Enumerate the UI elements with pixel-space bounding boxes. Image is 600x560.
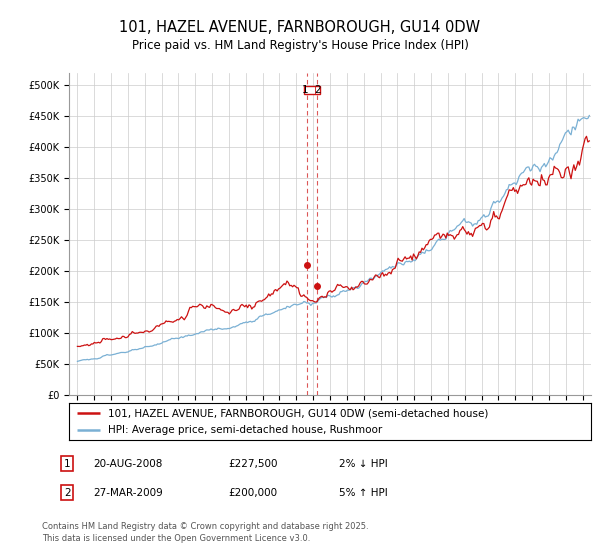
- Text: 5% ↑ HPI: 5% ↑ HPI: [339, 488, 388, 498]
- Text: 20-AUG-2008: 20-AUG-2008: [93, 459, 163, 469]
- Text: £227,500: £227,500: [228, 459, 277, 469]
- Text: 2: 2: [64, 488, 71, 498]
- Text: 101, HAZEL AVENUE, FARNBOROUGH, GU14 0DW (semi-detached house): 101, HAZEL AVENUE, FARNBOROUGH, GU14 0DW…: [108, 408, 488, 418]
- Text: 27-MAR-2009: 27-MAR-2009: [93, 488, 163, 498]
- Text: HPI: Average price, semi-detached house, Rushmoor: HPI: Average price, semi-detached house,…: [108, 425, 382, 435]
- Text: 1: 1: [64, 459, 71, 469]
- Text: £200,000: £200,000: [228, 488, 277, 498]
- Text: 2: 2: [315, 85, 322, 95]
- Text: 2% ↓ HPI: 2% ↓ HPI: [339, 459, 388, 469]
- FancyBboxPatch shape: [304, 86, 320, 94]
- Text: Price paid vs. HM Land Registry's House Price Index (HPI): Price paid vs. HM Land Registry's House …: [131, 39, 469, 52]
- Text: 101, HAZEL AVENUE, FARNBOROUGH, GU14 0DW: 101, HAZEL AVENUE, FARNBOROUGH, GU14 0DW: [119, 20, 481, 35]
- Text: 1: 1: [302, 85, 309, 95]
- Text: This data is licensed under the Open Government Licence v3.0.: This data is licensed under the Open Gov…: [42, 534, 310, 543]
- Text: Contains HM Land Registry data © Crown copyright and database right 2025.: Contains HM Land Registry data © Crown c…: [42, 522, 368, 531]
